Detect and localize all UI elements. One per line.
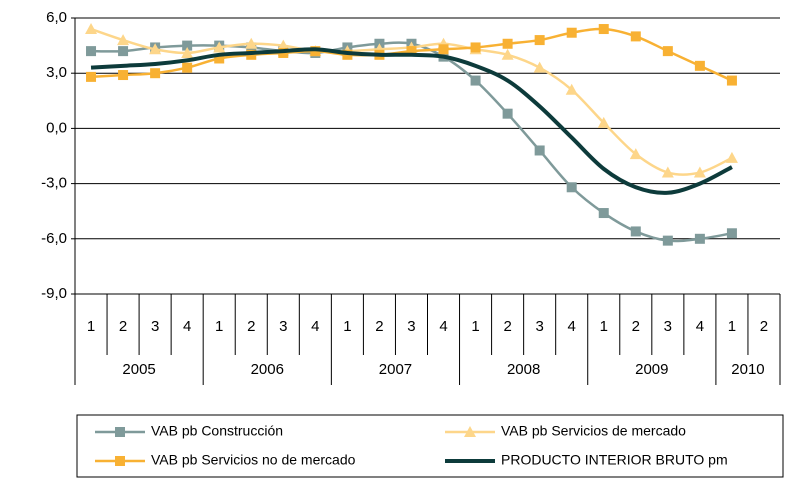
x-group-label: 2006 bbox=[251, 361, 284, 378]
x-tick-label: 3 bbox=[279, 318, 287, 335]
x-tick-label: 1 bbox=[87, 318, 95, 335]
x-tick-label: 1 bbox=[215, 318, 223, 335]
marker bbox=[245, 37, 258, 49]
x-tick-label: 1 bbox=[343, 318, 351, 335]
marker bbox=[406, 46, 417, 57]
marker bbox=[693, 166, 706, 178]
marker bbox=[117, 34, 130, 46]
marker bbox=[725, 151, 738, 163]
marker bbox=[464, 426, 476, 437]
x-tick-label: 4 bbox=[311, 318, 319, 335]
marker bbox=[502, 38, 513, 49]
legend-label: VAB pb Construcción bbox=[151, 423, 283, 439]
x-tick-label: 3 bbox=[664, 318, 672, 335]
marker bbox=[438, 44, 449, 55]
y-tick-label: 3,0 bbox=[46, 64, 67, 81]
marker bbox=[534, 35, 545, 46]
x-tick-label: 4 bbox=[183, 318, 191, 335]
marker bbox=[118, 46, 129, 57]
marker bbox=[85, 23, 98, 35]
y-tick-label: -9,0 bbox=[41, 285, 67, 302]
marker bbox=[726, 228, 737, 239]
marker bbox=[566, 27, 577, 38]
x-group-label: 2010 bbox=[731, 361, 764, 378]
marker bbox=[534, 145, 545, 156]
x-tick-label: 1 bbox=[471, 318, 479, 335]
y-tick-label: 6,0 bbox=[46, 9, 67, 26]
legend-label: VAB pb Servicios de mercado bbox=[501, 423, 686, 439]
x-tick-label: 2 bbox=[375, 318, 383, 335]
marker bbox=[533, 61, 546, 73]
marker bbox=[662, 46, 673, 57]
x-tick-label: 2 bbox=[247, 318, 255, 335]
x-tick-label: 3 bbox=[535, 318, 543, 335]
marker bbox=[86, 46, 97, 57]
marker bbox=[150, 68, 161, 79]
marker bbox=[86, 71, 97, 82]
marker bbox=[597, 116, 610, 128]
x-tick-label: 2 bbox=[503, 318, 511, 335]
x-tick-label: 2 bbox=[632, 318, 640, 335]
x-group-label: 2009 bbox=[635, 361, 668, 378]
marker bbox=[181, 46, 194, 58]
marker bbox=[566, 182, 577, 193]
x-tick-label: 4 bbox=[568, 318, 576, 335]
x-tick-label: 2 bbox=[119, 318, 127, 335]
x-tick-label: 2 bbox=[760, 318, 768, 335]
x-group-label: 2007 bbox=[379, 361, 412, 378]
marker bbox=[470, 75, 481, 86]
x-group-label: 2008 bbox=[507, 361, 540, 378]
marker bbox=[213, 41, 226, 53]
legend-box bbox=[76, 414, 784, 478]
y-tick-label: -6,0 bbox=[41, 230, 67, 247]
x-tick-label: 1 bbox=[600, 318, 608, 335]
series-line bbox=[90, 47, 733, 195]
marker bbox=[149, 43, 162, 55]
marker bbox=[115, 427, 125, 437]
legend-label: VAB pb Servicios no de mercado bbox=[151, 452, 356, 468]
x-tick-label: 4 bbox=[696, 318, 704, 335]
marker bbox=[501, 48, 514, 60]
y-tick-label: 0,0 bbox=[46, 119, 67, 136]
marker bbox=[726, 75, 737, 86]
marker bbox=[214, 53, 225, 64]
marker bbox=[629, 148, 642, 160]
marker bbox=[470, 42, 481, 53]
marker bbox=[694, 233, 705, 244]
marker bbox=[277, 39, 290, 51]
marker bbox=[182, 40, 193, 51]
marker bbox=[565, 83, 578, 95]
marker bbox=[598, 24, 609, 35]
marker bbox=[630, 226, 641, 237]
marker bbox=[630, 31, 641, 42]
x-tick-label: 3 bbox=[151, 318, 159, 335]
x-group-label: 2005 bbox=[122, 361, 155, 378]
marker bbox=[115, 456, 125, 466]
legend-label: PRODUCTO INTERIOR BRUTO pm bbox=[501, 452, 728, 468]
marker bbox=[598, 208, 609, 219]
x-tick-label: 4 bbox=[439, 318, 447, 335]
marker bbox=[661, 166, 674, 178]
marker bbox=[118, 70, 129, 81]
marker bbox=[182, 62, 193, 73]
y-tick-label: -3,0 bbox=[41, 175, 67, 192]
marker bbox=[662, 235, 673, 246]
marker bbox=[694, 60, 705, 71]
legend: VAB pb Construcción VAB pb Servicios de m… bbox=[76, 414, 784, 478]
x-tick-label: 3 bbox=[407, 318, 415, 335]
marker bbox=[502, 108, 513, 119]
x-tick-label: 1 bbox=[728, 318, 736, 335]
